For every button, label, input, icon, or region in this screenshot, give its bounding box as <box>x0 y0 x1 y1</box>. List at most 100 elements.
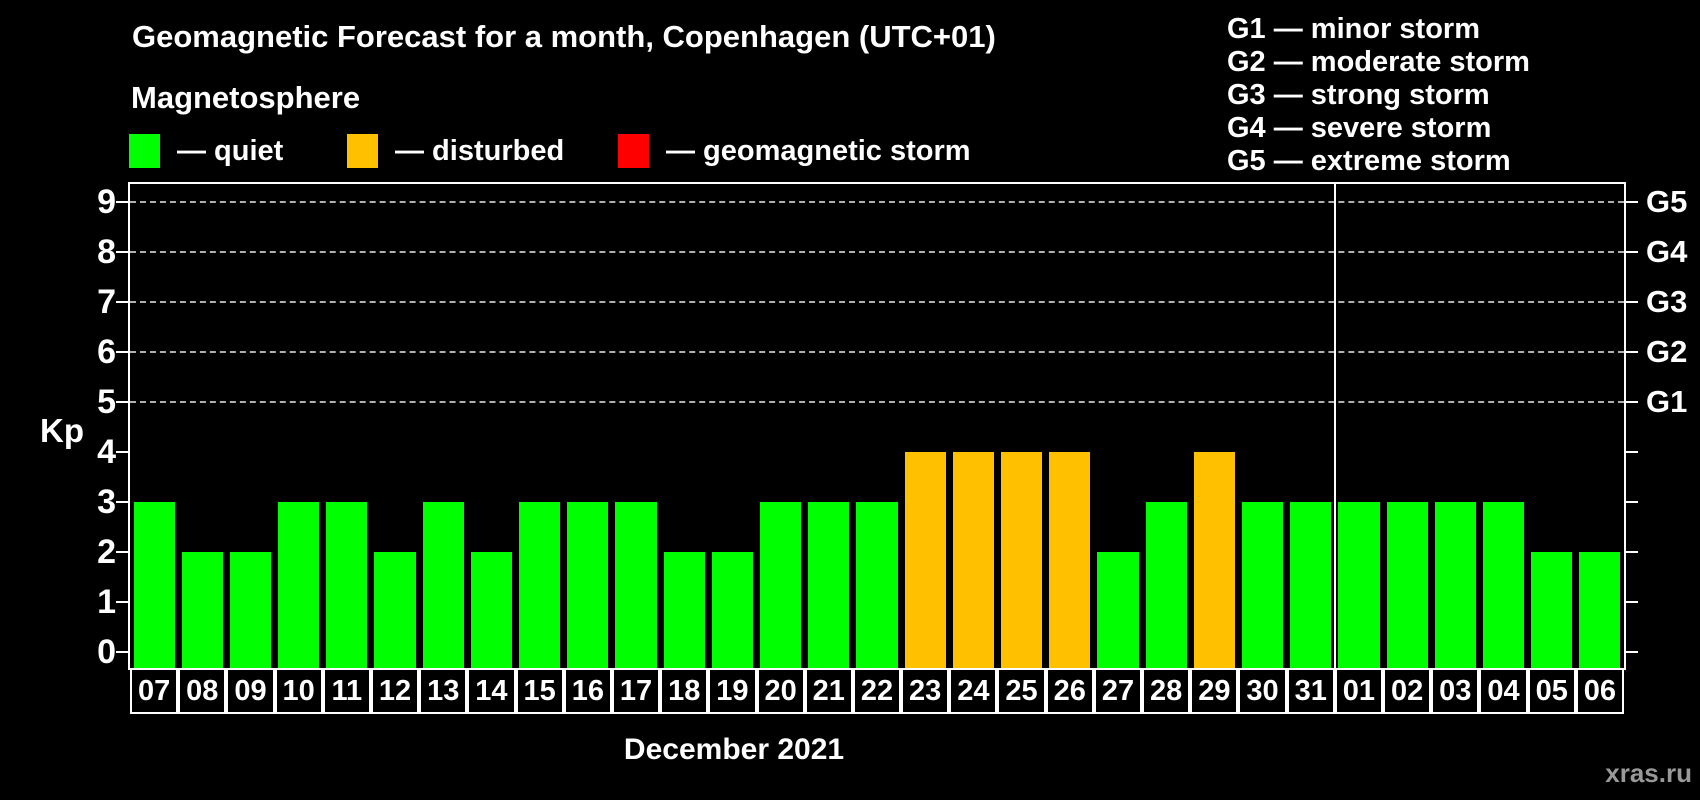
right-axis-label-g5: G5 <box>1646 184 1688 219</box>
day-label-26: 26 <box>1045 668 1094 714</box>
bar-day-22 <box>856 502 898 668</box>
day-label-15: 15 <box>515 668 564 714</box>
bar-day-28 <box>1145 502 1187 668</box>
bar-day-25 <box>1000 452 1043 668</box>
day-label-09: 09 <box>226 668 275 714</box>
legend-label-storm: — geomagnetic storm <box>666 134 971 167</box>
bar-day-05 <box>1531 552 1573 668</box>
right-axis-label-g4: G4 <box>1646 234 1688 269</box>
right-tick-kp-4 <box>1626 451 1638 453</box>
left-tick-kp-9 <box>116 201 128 203</box>
day-label-25: 25 <box>997 668 1046 714</box>
month-separator-line <box>1333 184 1336 668</box>
day-label-04: 04 <box>1479 668 1528 714</box>
bar-day-19 <box>711 552 753 668</box>
bar-day-15 <box>519 502 561 668</box>
y-axis-label-9: 9 <box>97 183 116 221</box>
day-label-29: 29 <box>1190 668 1239 714</box>
day-label-01: 01 <box>1334 668 1384 714</box>
right-tick-kp-5 <box>1626 401 1638 403</box>
x-axis-month-label: December 2021 <box>623 733 845 766</box>
y-axis-label-6: 6 <box>97 333 116 371</box>
bar-day-23 <box>904 452 946 668</box>
bar-day-26 <box>1049 452 1091 668</box>
day-label-08: 08 <box>178 668 227 714</box>
right-axis-label-g2: G2 <box>1646 334 1688 369</box>
bar-day-29 <box>1193 452 1235 668</box>
day-label-13: 13 <box>419 668 468 714</box>
gridline-kp-6 <box>130 351 1624 353</box>
bar-day-07 <box>133 502 175 668</box>
right-tick-kp-0 <box>1626 651 1638 653</box>
y-axis-label-0: 0 <box>97 633 116 671</box>
right-tick-kp-2 <box>1626 551 1638 553</box>
left-tick-kp-5 <box>116 401 128 403</box>
right-tick-kp-6 <box>1626 351 1638 353</box>
bar-day-27 <box>1097 552 1139 668</box>
g1-legend-line: G1 — minor storm <box>1227 13 1480 45</box>
right-tick-kp-7 <box>1626 301 1638 303</box>
y-axis-label-4: 4 <box>97 433 116 471</box>
bar-day-03 <box>1434 502 1476 668</box>
bar-day-08 <box>181 552 223 668</box>
day-label-03: 03 <box>1431 668 1480 714</box>
bar-day-13 <box>422 502 464 668</box>
bar-day-11 <box>326 502 368 668</box>
day-label-20: 20 <box>756 668 805 714</box>
bar-day-30 <box>1241 502 1284 668</box>
bar-day-14 <box>470 552 513 668</box>
legend-item-disturbed: — disturbed <box>347 132 564 170</box>
y-axis-label-5: 5 <box>97 383 116 421</box>
y-axis-label-1: 1 <box>97 583 116 621</box>
legend-item-storm: — geomagnetic storm <box>618 132 971 170</box>
left-tick-kp-0 <box>116 651 128 653</box>
y-axis-label-2: 2 <box>97 533 116 571</box>
g4-legend-line: G4 — severe storm <box>1227 112 1492 144</box>
left-tick-kp-8 <box>116 251 128 253</box>
day-label-16: 16 <box>563 668 612 714</box>
bar-day-06 <box>1579 552 1621 668</box>
bar-day-12 <box>374 552 416 668</box>
bar-day-17 <box>615 502 657 668</box>
bar-day-24 <box>952 452 994 668</box>
day-label-06: 06 <box>1575 668 1624 714</box>
bar-day-20 <box>760 502 802 668</box>
day-label-31: 31 <box>1286 668 1335 714</box>
g3-legend-line: G3 — strong storm <box>1227 79 1490 111</box>
right-tick-kp-3 <box>1626 501 1638 503</box>
day-label-17: 17 <box>611 668 661 714</box>
g5-legend-line: G5 — extreme storm <box>1227 145 1511 177</box>
day-label-28: 28 <box>1142 668 1191 714</box>
magnetosphere-label: Magnetosphere <box>131 80 361 115</box>
day-label-12: 12 <box>370 668 420 714</box>
right-tick-kp-9 <box>1626 201 1638 203</box>
day-label-30: 30 <box>1238 668 1287 714</box>
left-tick-kp-1 <box>116 601 128 603</box>
right-tick-kp-1 <box>1626 601 1638 603</box>
day-label-27: 27 <box>1093 668 1143 714</box>
legend-item-quiet: — quiet <box>129 132 283 170</box>
y-axis-label-3: 3 <box>97 483 116 521</box>
left-tick-kp-3 <box>116 501 128 503</box>
day-label-11: 11 <box>322 668 371 714</box>
right-axis-label-g1: G1 <box>1646 384 1688 419</box>
legend-label-quiet: — quiet <box>177 134 284 167</box>
day-label-22: 22 <box>852 668 902 714</box>
y-axis-label-8: 8 <box>97 233 116 271</box>
gridline-kp-7 <box>130 301 1624 303</box>
bar-day-16 <box>567 502 609 668</box>
left-tick-kp-6 <box>116 351 128 353</box>
g2-legend-line: G2 — moderate storm <box>1227 46 1530 78</box>
day-label-24: 24 <box>949 668 998 714</box>
day-label-18: 18 <box>660 668 709 714</box>
bar-day-10 <box>278 502 320 668</box>
left-tick-kp-2 <box>116 551 128 553</box>
bar-day-04 <box>1482 502 1525 668</box>
bar-day-18 <box>663 552 705 668</box>
bar-day-21 <box>808 502 850 668</box>
day-label-21: 21 <box>804 668 853 714</box>
left-tick-kp-4 <box>116 451 128 453</box>
gridline-kp-9 <box>130 201 1624 203</box>
disturbed-color-swatch <box>347 134 378 168</box>
